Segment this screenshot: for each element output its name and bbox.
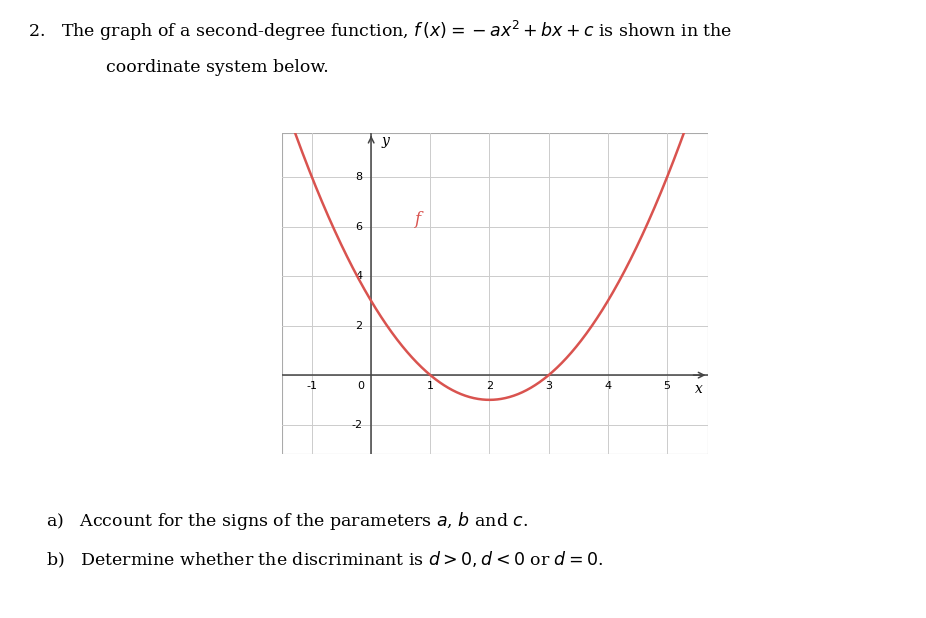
Text: 2: 2 (486, 381, 493, 391)
Text: 1: 1 (427, 381, 434, 391)
Text: -2: -2 (351, 420, 362, 430)
Text: y: y (382, 134, 390, 148)
Text: b)   Determine whether the discriminant is $d > 0, d < 0$ or $d = 0$.: b) Determine whether the discriminant is… (46, 550, 604, 570)
Text: 6: 6 (356, 222, 362, 232)
Text: 2: 2 (356, 321, 362, 331)
Text: 4: 4 (356, 271, 362, 281)
Text: x: x (694, 382, 703, 396)
Text: 5: 5 (663, 381, 670, 391)
Text: a)   Account for the signs of the parameters $a$, $b$ and $c$.: a) Account for the signs of the paramete… (46, 510, 529, 532)
Text: 4: 4 (605, 381, 611, 391)
Text: 3: 3 (545, 381, 552, 391)
Text: 2.   The graph of a second-degree function, $f\,(x) = -ax^2 + bx + c$ is shown i: 2. The graph of a second-degree function… (28, 19, 732, 43)
Text: coordinate system below.: coordinate system below. (106, 59, 330, 76)
Text: 8: 8 (356, 172, 362, 182)
Text: f: f (414, 211, 419, 228)
Text: 0: 0 (357, 381, 364, 391)
Text: -1: -1 (307, 381, 318, 391)
